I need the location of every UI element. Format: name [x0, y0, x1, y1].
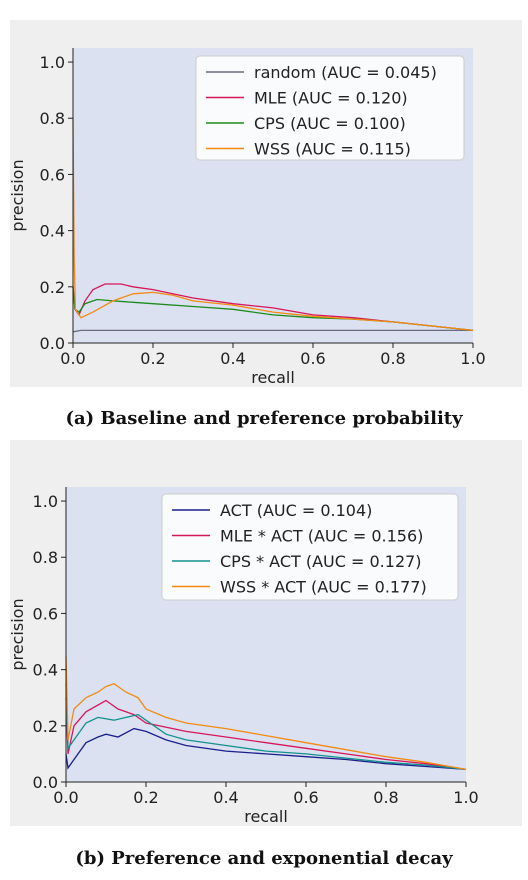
y-tick-label-b-3: 0.6 — [33, 604, 58, 623]
y-tick-label-b-2: 0.4 — [33, 661, 58, 680]
y-axis-label-b: precision — [10, 598, 27, 670]
legend-label-a-2: CPS (AUC = 0.100) — [254, 114, 406, 133]
x-tick-label-a-1: 0.2 — [140, 349, 165, 368]
legend-label-b-0: ACT (AUC = 0.104) — [220, 501, 372, 520]
x-tick-label-b-4: 0.8 — [373, 788, 398, 807]
chart-a: 0.0 0.2 0.4 0.6 0.8 1.00.00.20.40.60.81.0reca… — [10, 20, 522, 387]
legend-label-b-3: WSS * ACT (AUC = 0.177) — [220, 578, 427, 597]
caption-a: (a) Baseline and preference probability — [0, 408, 528, 429]
legend-label-a-3: WSS (AUC = 0.115) — [254, 140, 411, 159]
x-axis-label-a: recall — [251, 368, 295, 387]
caption-b: (b) Preference and exponential decay — [0, 848, 528, 869]
y-tick-label-b-5: 1.0 — [33, 492, 58, 511]
y-tick-label-b-4: 0.8 — [33, 548, 58, 567]
legend-label-a-1: MLE (AUC = 0.120) — [254, 89, 408, 108]
x-tick-label-b-5: 1.0 — [453, 788, 478, 807]
y-tick-label-a-2: 0.4 — [40, 222, 65, 241]
chart-b: 0.0 0.2 0.4 0.6 0.8 1.00.00.20.40.60.81.0reca… — [10, 440, 522, 826]
x-tick-label-b-3: 0.6 — [293, 788, 318, 807]
y-tick-label-a-4: 0.8 — [40, 109, 65, 128]
legend-label-a-0: random (AUC = 0.045) — [254, 63, 437, 82]
x-tick-label-a-4: 0.8 — [380, 349, 405, 368]
x-tick-label-a-2: 0.4 — [220, 349, 245, 368]
y-tick-label-a-1: 0.2 — [40, 278, 65, 297]
x-tick-label-b-1: 0.2 — [133, 788, 158, 807]
legend-label-b-1: MLE * ACT (AUC = 0.156) — [220, 527, 423, 546]
y-tick-label-a-5: 1.0 — [40, 53, 65, 72]
y-axis-label-a: precision — [10, 159, 27, 231]
y-tick-label-b-0: 0.0 — [33, 773, 58, 792]
x-tick-label-b-2: 0.4 — [213, 788, 238, 807]
legend-label-b-2: CPS * ACT (AUC = 0.127) — [220, 552, 422, 571]
x-tick-label-a-3: 0.6 — [300, 349, 325, 368]
x-tick-label-a-5: 1.0 — [460, 349, 485, 368]
y-tick-label-b-1: 0.2 — [33, 717, 58, 736]
y-tick-label-a-0: 0.0 — [40, 334, 65, 353]
x-axis-label-b: recall — [244, 807, 288, 826]
figure-panel-b: 0.0 0.2 0.4 0.6 0.8 1.0 0.0 0.2 0.4 0.6 0.8 1.0 reca… — [10, 440, 522, 826]
y-tick-label-a-3: 0.6 — [40, 165, 65, 184]
figure-panel-a: 0.0 0.2 0.4 0.6 0.8 1.0 0.0 0.2 0.4 0.6 0.8 1.0 reca… — [10, 20, 522, 387]
